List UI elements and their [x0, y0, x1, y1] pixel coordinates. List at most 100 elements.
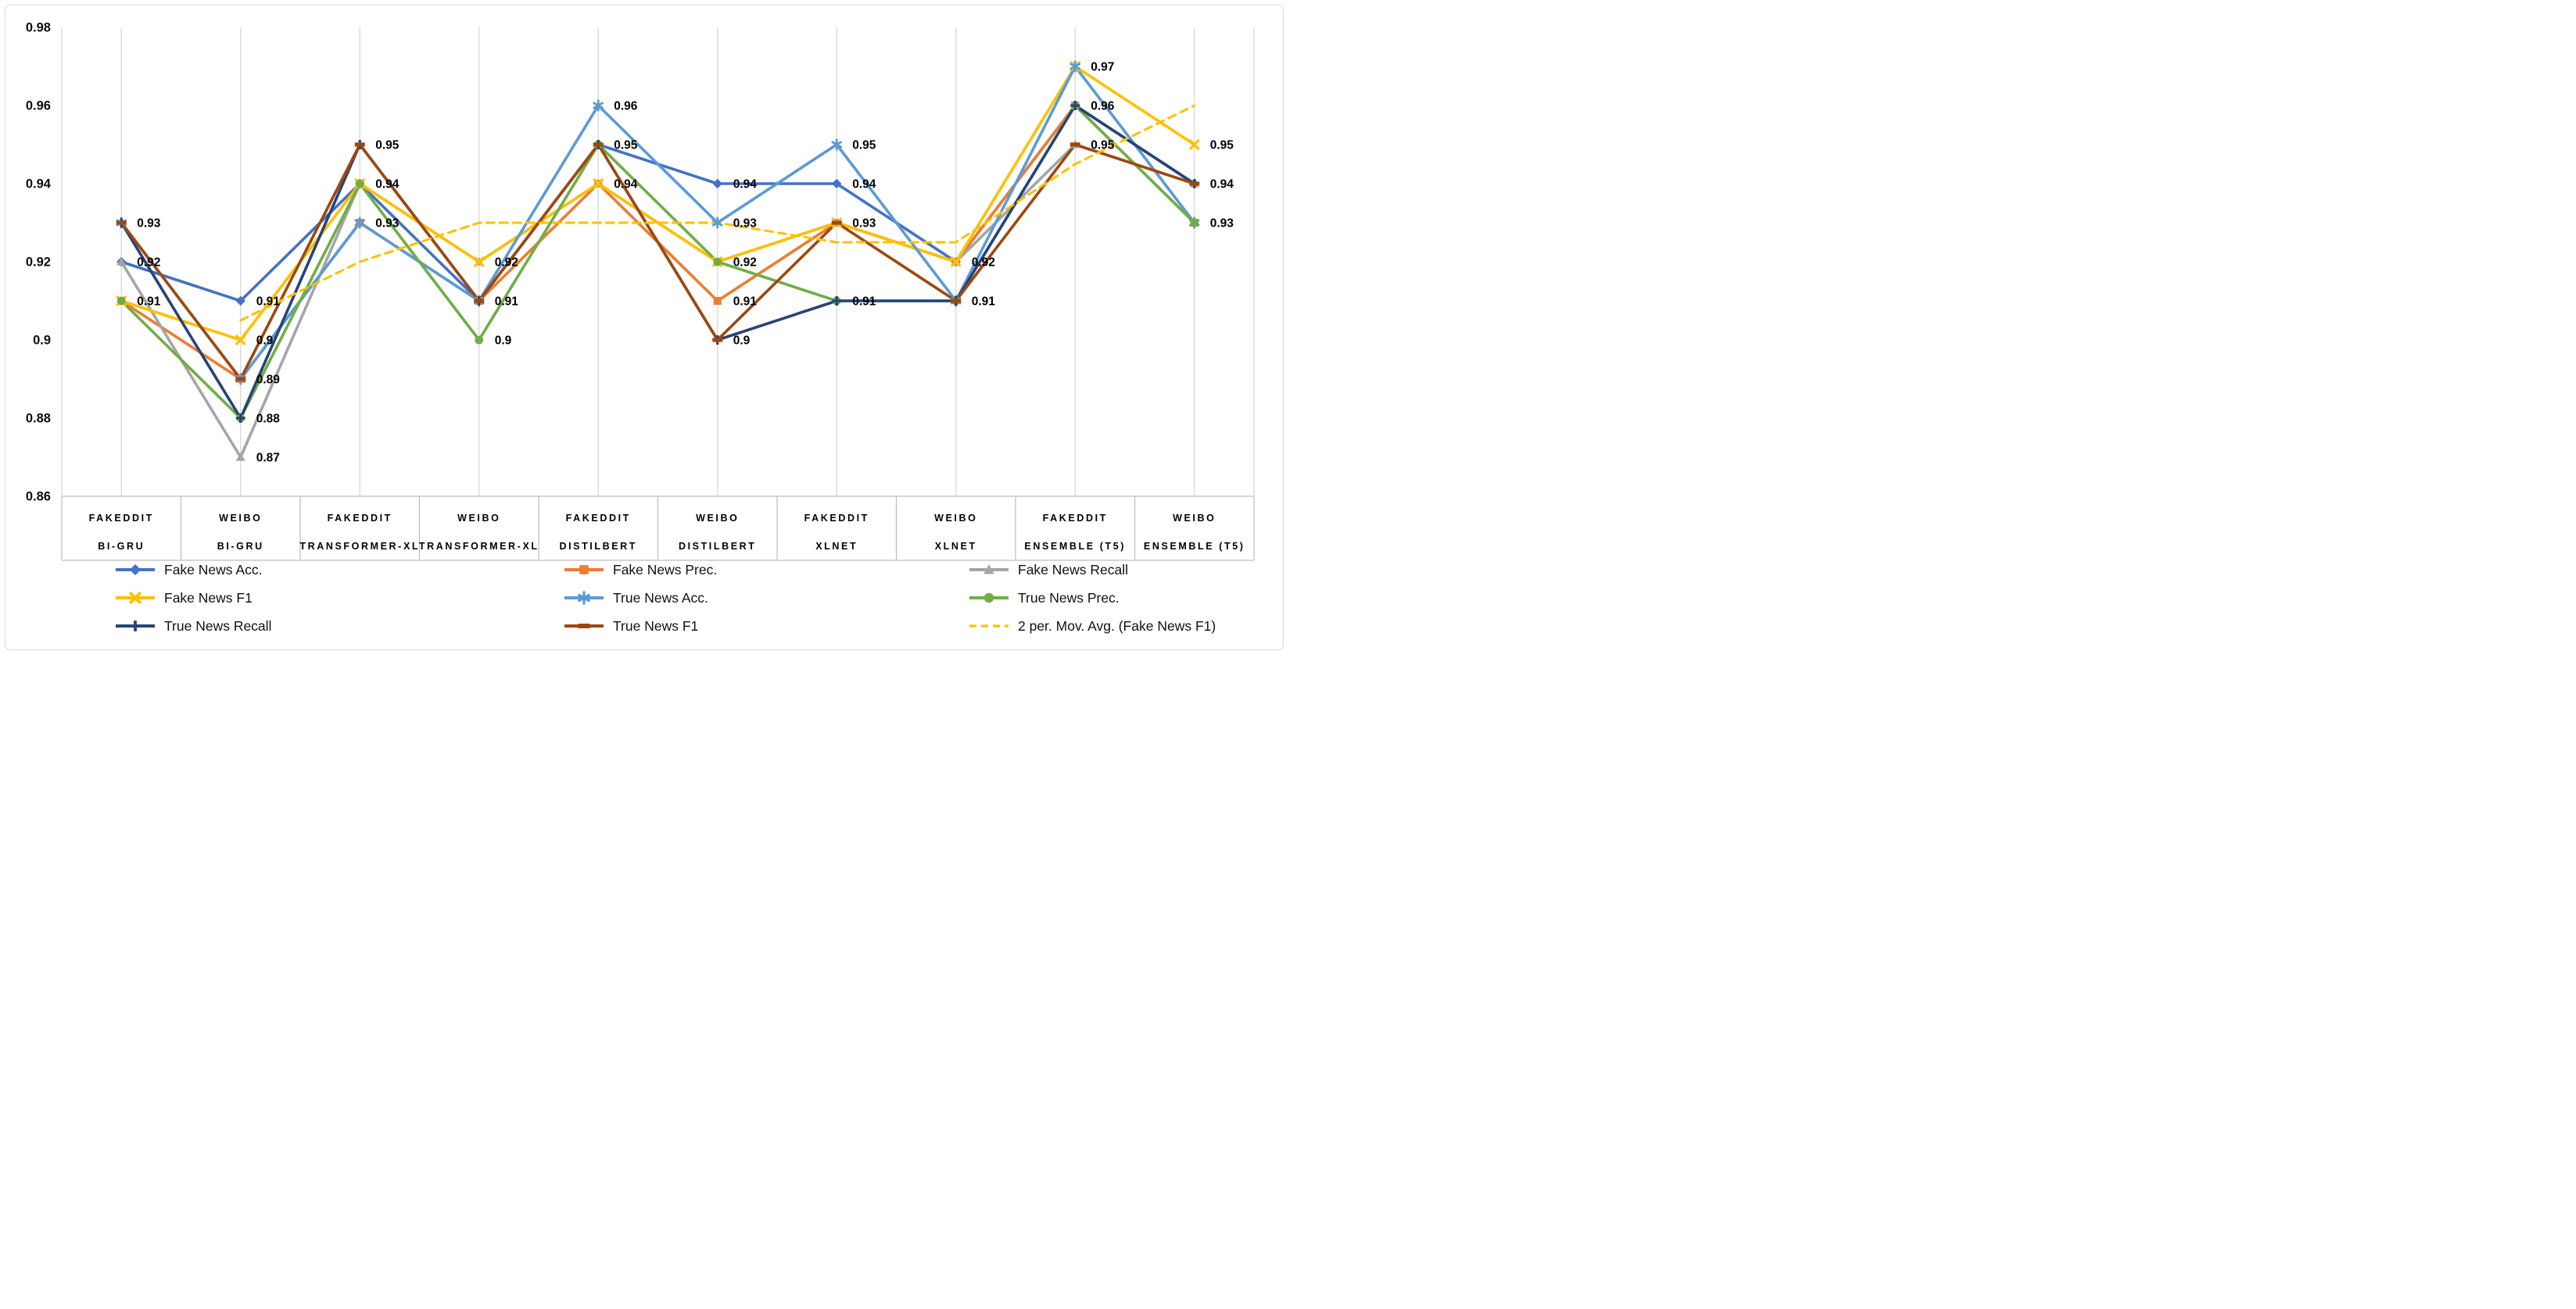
marker-dash	[116, 220, 127, 225]
x-axis-category-model: BI-GRU	[217, 541, 264, 552]
data-label: 0.93	[137, 217, 161, 231]
marker-plus	[1070, 101, 1080, 110]
data-label: 0.92	[972, 256, 995, 270]
marker-square	[713, 297, 722, 305]
marker-circle	[983, 592, 994, 603]
marker-dash	[951, 299, 962, 303]
data-label: 0.91	[733, 295, 758, 309]
x-axis-category-model: DISTILBERT	[559, 541, 637, 552]
legend-label-fake-news-f1: Fake News F1	[164, 590, 253, 606]
legend-label-true-news-prec: True News Prec.	[1018, 590, 1120, 606]
marker-asterisk	[593, 99, 604, 112]
marker-asterisk	[831, 138, 843, 151]
marker-diamond	[832, 178, 842, 189]
data-label: 0.96	[614, 100, 638, 113]
legend-label-fake-news-acc: Fake News Acc.	[164, 562, 262, 578]
data-label: 0.93	[852, 217, 876, 231]
marker-dash	[1069, 142, 1080, 147]
data-label: 0.95	[1091, 139, 1115, 152]
legend-label-true-news-recall: True News Recall	[164, 618, 271, 634]
data-label: 0.95	[375, 139, 399, 152]
data-label: 0.95	[614, 139, 638, 152]
data-label: 0.92	[495, 256, 518, 270]
marker-x	[129, 592, 142, 604]
marker-dash	[593, 142, 604, 147]
marker-circle	[116, 296, 126, 306]
data-label: 0.91	[852, 295, 876, 309]
x-axis-category-model: XLNET	[935, 541, 977, 552]
x-axis-category-dataset: FAKEDDIT	[804, 513, 869, 524]
data-label: 0.94	[733, 178, 758, 191]
marker-asterisk	[711, 216, 723, 229]
y-axis-tick-label: 0.9	[33, 334, 51, 348]
data-label: 0.94	[1210, 178, 1234, 191]
data-label: 0.94	[852, 178, 876, 191]
marker-triangle	[983, 564, 994, 574]
marker-plus	[130, 621, 141, 631]
marker-diamond	[712, 178, 722, 189]
data-label: 0.9	[256, 334, 274, 348]
data-label: 0.93	[1210, 217, 1234, 231]
marker-plus	[832, 296, 842, 306]
legend-label-fake-news-recall: Fake News Recall	[1018, 562, 1128, 578]
x-axis-category-model: BI-GRU	[98, 541, 145, 552]
marker-dash	[712, 338, 723, 342]
marker-asterisk	[578, 591, 590, 605]
x-axis-category-model: TRANSFORMER-XL	[299, 541, 420, 552]
data-label: 0.9	[733, 334, 751, 348]
data-label: 0.92	[733, 256, 757, 270]
line-chart-canvas: 0.98 0.96 0.94 0.92 0.9 0.88 0.86 0.93 0.92 0.91 0…	[26, 21, 1255, 634]
data-label: 0.88	[256, 413, 281, 426]
x-axis-category-dataset: FAKEDDIT	[566, 513, 631, 524]
y-axis-tick-label: 0.86	[26, 490, 51, 504]
marker-dash	[235, 377, 246, 381]
marker-x	[593, 178, 604, 189]
x-axis-category-dataset: WEIBO	[934, 513, 977, 524]
marker-asterisk	[1069, 60, 1081, 73]
y-axis-tick-label: 0.88	[26, 412, 51, 426]
marker-dash	[354, 142, 365, 147]
legend-label-fake-news-prec: Fake News Prec.	[613, 562, 717, 578]
x-axis-category-model: ENSEMBLE (T5)	[1144, 541, 1245, 552]
marker-dash	[831, 220, 842, 225]
data-label: 0.91	[137, 295, 161, 309]
x-axis-category-dataset: WEIBO	[1173, 513, 1216, 524]
marker-diamond	[235, 295, 245, 306]
marker-plus	[235, 413, 245, 423]
marker-dash	[578, 624, 590, 628]
legend-label-true-news-acc: True News Acc.	[613, 590, 708, 606]
y-axis-tick-label: 0.94	[26, 177, 52, 191]
y-axis-tick-label: 0.96	[26, 99, 51, 113]
marker-diamond	[129, 563, 142, 576]
data-label: 0.97	[1091, 61, 1114, 74]
y-axis-tick-label: 0.92	[26, 256, 51, 270]
data-label: 0.95	[852, 139, 876, 152]
marker-circle	[713, 257, 722, 266]
chart-page: 0.98 0.96 0.94 0.92 0.9 0.88 0.86 0.93 0.92 0.91 0…	[0, 0, 1288, 655]
marker-x	[474, 256, 485, 267]
legend-label-2-per-mov-avg-fake-news-f1: 2 per. Mov. Avg. (Fake News F1)	[1018, 618, 1216, 634]
marker-asterisk	[354, 216, 366, 229]
x-axis-category-dataset: WEIBO	[219, 513, 262, 524]
marker-circle	[1190, 218, 1199, 227]
marker-triangle	[235, 452, 245, 461]
marker-square	[579, 565, 589, 574]
data-label: 0.9	[495, 334, 512, 348]
data-label: 0.93	[375, 217, 399, 231]
x-axis-category-dataset: WEIBO	[696, 513, 739, 524]
marker-x	[951, 256, 962, 267]
marker-x	[1189, 139, 1200, 150]
data-label: 0.91	[972, 295, 996, 309]
y-axis-tick-label: 0.98	[26, 21, 51, 35]
x-axis-category-dataset: WEIBO	[457, 513, 500, 524]
x-axis-category-model: XLNET	[815, 541, 858, 552]
marker-dash	[1189, 181, 1200, 186]
data-label: 0.91	[256, 295, 281, 309]
data-label: 0.95	[1210, 139, 1234, 152]
x-axis-category-dataset: FAKEDDIT	[1043, 513, 1108, 524]
series-line-true-news-f1	[120, 143, 1196, 381]
x-axis-category-dataset: FAKEDDIT	[89, 513, 154, 524]
data-label: 0.94	[614, 178, 638, 191]
x-axis-category-dataset: FAKEDDIT	[328, 513, 392, 524]
x-axis-category-model: DISTILBERT	[679, 541, 757, 552]
